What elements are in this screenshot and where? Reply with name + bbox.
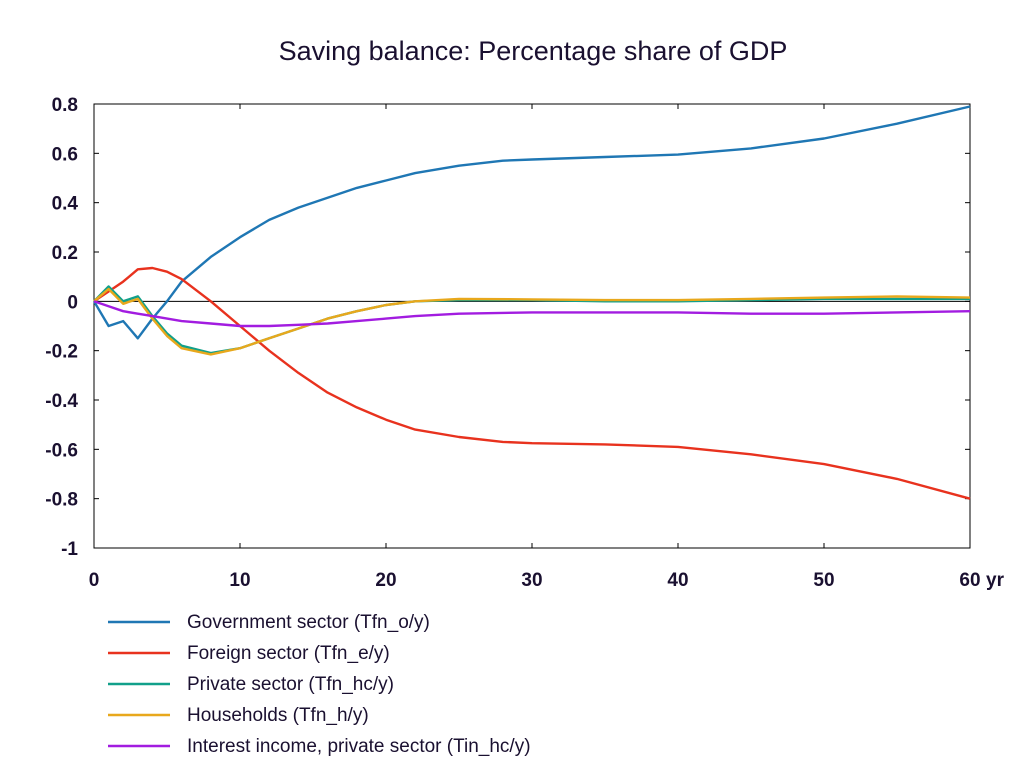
plot-frame: [93, 103, 971, 549]
y-tick-label: 0.2: [52, 243, 78, 264]
x-tick-label: 20: [375, 570, 396, 591]
legend-label-1: Government sector (Tfn_o/y): [187, 612, 430, 633]
x-tick-label: 0: [89, 570, 100, 591]
x-tick-label: 60: [959, 570, 980, 591]
x-tick-label: 30: [521, 570, 542, 591]
legend-label-2: Foreign sector (Tfn_e/y): [187, 643, 390, 664]
series-line-2: [93, 266, 971, 500]
y-tick-label: -0.6: [45, 440, 78, 461]
y-tick-label: 0: [67, 292, 78, 313]
x-axis-label: yr: [986, 570, 1005, 591]
legend-label-4: Households (Tfn_h/y): [187, 705, 369, 726]
series-line-5: [93, 300, 971, 328]
y-tick-label: -0.8: [45, 490, 78, 511]
legend: Government sector (Tfn_o/y) Foreign secto…: [108, 612, 531, 757]
y-tick-label: 0.8: [52, 95, 78, 116]
x-tick-label: 50: [813, 570, 834, 591]
chart-title: Saving balance: Percentage share of GDP: [279, 36, 788, 66]
x-tick-label: 10: [229, 570, 250, 591]
legend-label-5: Interest income, private sector (Tin_hc/…: [187, 736, 531, 757]
series-line-1: [92, 105, 971, 340]
y-tick-label: -0.2: [45, 342, 78, 363]
y-tick-label: 0.6: [52, 144, 78, 165]
y-tick-label: 0.4: [52, 194, 79, 215]
plot-area: 0.8 0.6 0.4 0.2 0 -0.2 -0.4 -0.6 -0.8 -1 0 10 20 30 40…: [45, 95, 1004, 591]
y-tick-label: -0.4: [45, 391, 78, 412]
series-line-4: [93, 287, 971, 356]
legend-label-3: Private sector (Tfn_hc/y): [187, 674, 394, 695]
x-tick-label: 40: [667, 570, 688, 591]
y-tick-label: -1: [61, 539, 78, 560]
